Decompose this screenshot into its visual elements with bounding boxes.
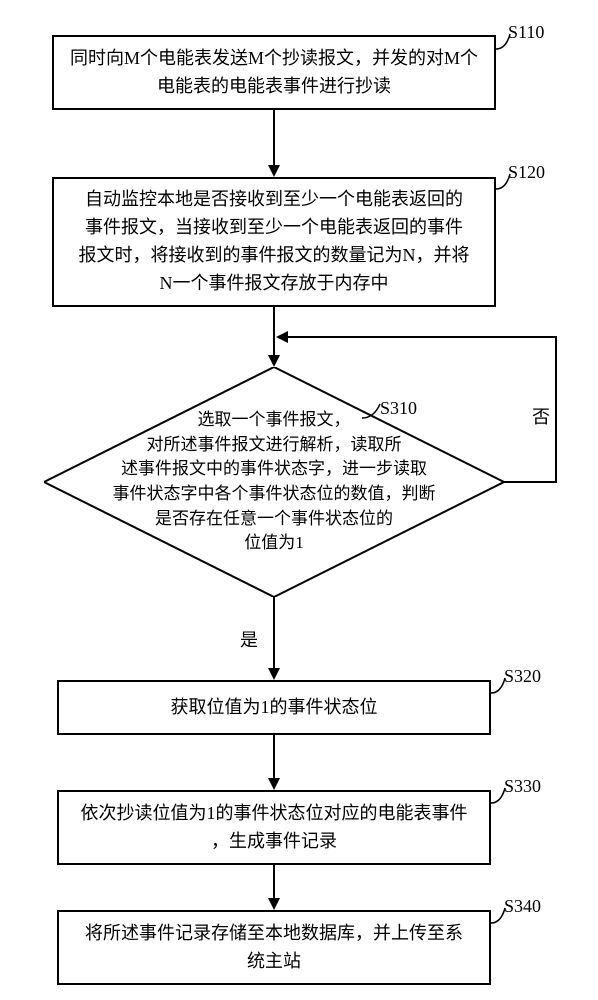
arrow-s310-s320 bbox=[264, 597, 284, 680]
label-s310: S310 bbox=[380, 398, 417, 419]
arrow-s330-s340 bbox=[264, 865, 284, 910]
edge-label-yes: 是 bbox=[240, 626, 258, 652]
s340-line2: 统主站 bbox=[247, 951, 301, 971]
s310-line4: 事件状态字中各个事件状态位的数值，判断 bbox=[113, 484, 436, 503]
label-s320: S320 bbox=[504, 666, 541, 687]
step-s330: 依次抄读位值为1的事件状态位对应的电能表事件 ，生成事件记录 bbox=[57, 790, 491, 865]
arrow-s320-s330 bbox=[264, 735, 284, 790]
s310-line2: 对所述事件报文进行解析，读取所 bbox=[147, 435, 402, 454]
s310-line1: 选取一个事件报文， bbox=[198, 410, 351, 429]
label-s340: S340 bbox=[504, 896, 541, 917]
step-s310: 选取一个事件报文， 对所述事件报文进行解析，读取所 述事件报文中的事件状态字，进… bbox=[44, 367, 504, 597]
flowchart-canvas: 同时向M个电能表发送M个抄读报文，并发的对M个 电能表的电能表事件进行抄读 S1… bbox=[0, 0, 598, 1000]
step-s340: 将所述事件记录存储至本地数据库，并上传至系 统主站 bbox=[57, 910, 491, 985]
s310-line5: 是否存在任意一个事件状态位的 bbox=[155, 509, 393, 528]
step-s320: 获取位值为1的事件状态位 bbox=[57, 680, 491, 735]
s310-line3: 述事件报文中的事件状态字，进一步读取 bbox=[121, 459, 427, 478]
label-s330: S330 bbox=[504, 776, 541, 797]
s310-line6: 位值为1 bbox=[244, 533, 304, 552]
s330-line1: 依次抄读位值为1的事件状态位对应的电能表事件 bbox=[81, 803, 468, 823]
s330-line2: ，生成事件记录 bbox=[211, 831, 337, 851]
s340-line1: 将所述事件记录存储至本地数据库，并上传至系 bbox=[85, 923, 463, 943]
edge-label-no: 否 bbox=[532, 403, 550, 429]
s320-text: 获取位值为1的事件状态位 bbox=[171, 694, 378, 722]
